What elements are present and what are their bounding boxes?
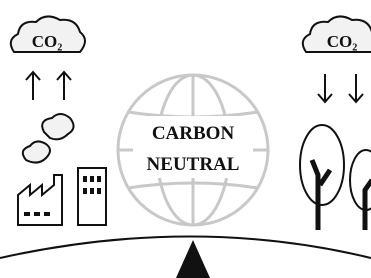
arrows-down bbox=[318, 74, 363, 102]
cloud-label: CO₂ bbox=[32, 32, 63, 51]
cloud-label: CO₂ bbox=[327, 32, 358, 51]
trees bbox=[300, 125, 371, 230]
globe-text: NEUTRAL bbox=[147, 154, 240, 175]
balance-beam bbox=[0, 237, 371, 259]
fulcrum bbox=[176, 240, 210, 278]
smoke bbox=[23, 114, 74, 163]
arrows-up bbox=[26, 72, 71, 100]
globe-text: CARBON bbox=[152, 123, 235, 144]
illustration: CARBON NEUTRAL CO₂ CO₂ bbox=[0, 0, 371, 278]
